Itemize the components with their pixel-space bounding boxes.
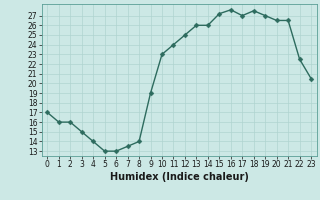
- X-axis label: Humidex (Indice chaleur): Humidex (Indice chaleur): [110, 172, 249, 182]
